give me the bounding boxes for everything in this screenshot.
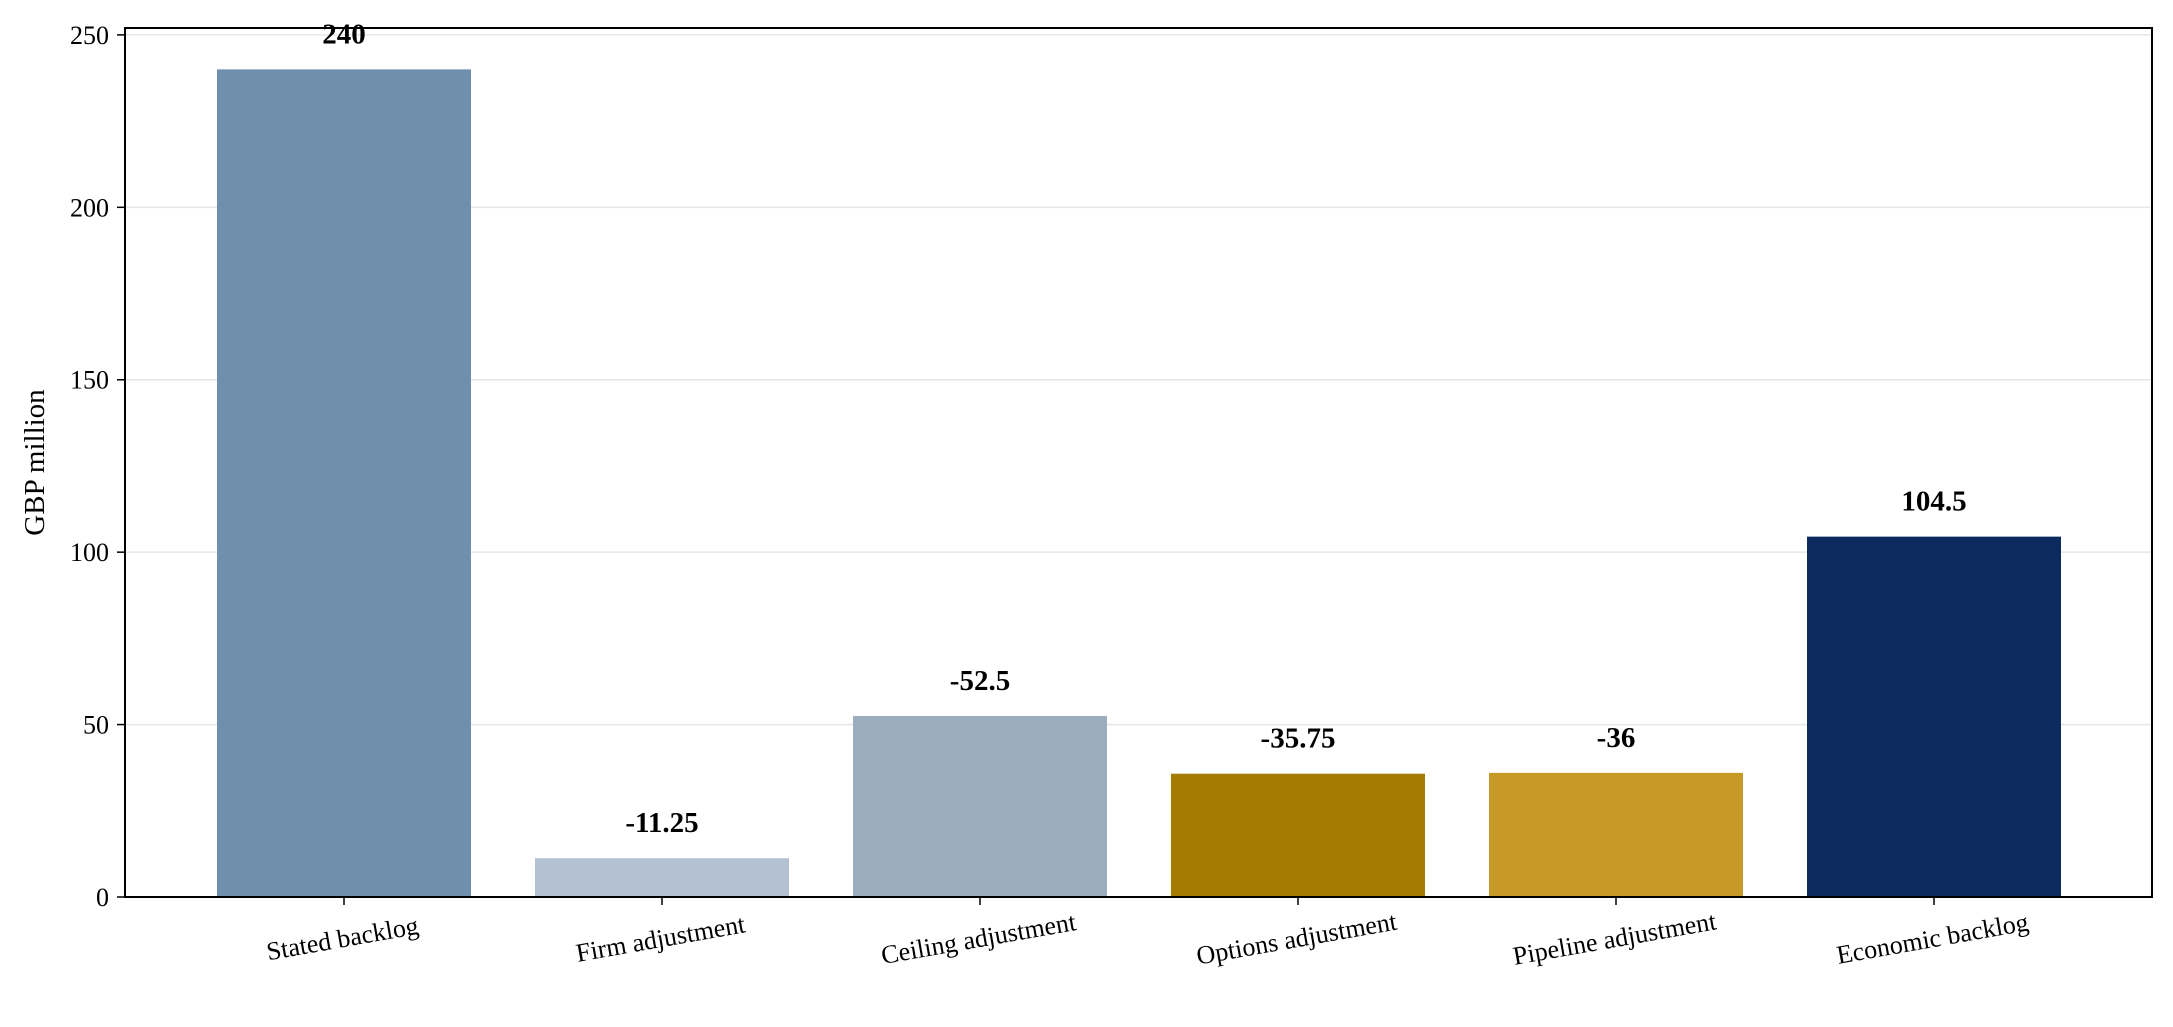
data-label: -52.5 <box>950 665 1010 697</box>
data-label: -35.75 <box>1261 723 1336 755</box>
x-tick-label: Ceiling adjustment <box>879 907 1079 970</box>
y-tick-label: 100 <box>70 538 109 567</box>
bar <box>535 858 789 897</box>
x-tick-label: Options adjustment <box>1194 907 1400 971</box>
x-tick-label: Stated backlog <box>264 911 420 966</box>
y-axis-title: GBP million <box>19 389 51 536</box>
bars <box>217 69 2061 897</box>
bar <box>853 715 1107 897</box>
bar <box>217 69 471 897</box>
data-label: -11.25 <box>625 807 698 839</box>
data-label: -36 <box>1597 722 1636 754</box>
x-tick-label: Firm adjustment <box>574 909 748 967</box>
data-labels: 240 -11.25 -52.5 -35.75 -36 104.5 <box>322 18 1966 839</box>
y-tick-label: 150 <box>70 366 109 395</box>
x-tick-label: Economic backlog <box>1834 907 2030 969</box>
x-axis: Stated backlog Firm adjustment Ceiling adj… <box>264 897 2031 971</box>
y-axis: 0 50 100 150 200 250 <box>70 21 125 912</box>
data-label: 104.5 <box>1901 486 1966 518</box>
data-label: 240 <box>322 18 366 50</box>
bar <box>1489 772 1743 897</box>
y-tick-label: 250 <box>70 21 109 50</box>
y-tick-label: 200 <box>70 193 109 222</box>
y-tick-label: 50 <box>83 711 109 740</box>
bar <box>1807 536 2061 897</box>
bar <box>1171 773 1425 897</box>
plot-frame <box>124 27 2153 898</box>
y-tick-label: 0 <box>96 883 109 912</box>
x-tick-label: Pipeline adjustment <box>1511 906 1719 970</box>
